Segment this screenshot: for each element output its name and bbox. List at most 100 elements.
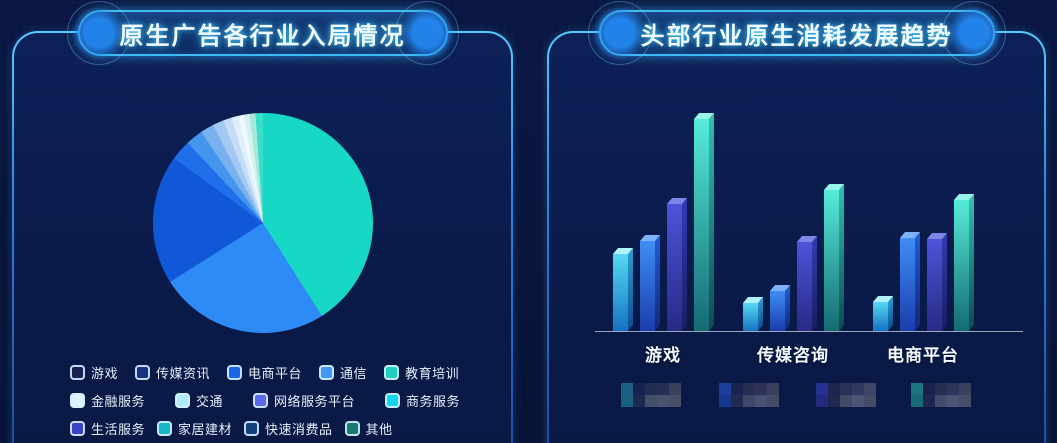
bar-blue-series-游戏[interactable] — [640, 235, 661, 331]
mosaic-pixel — [645, 383, 657, 395]
bar-front-face — [640, 241, 655, 331]
censored-legend-block[interactable] — [719, 383, 779, 407]
pill-endcap-glow-icon — [66, 1, 131, 65]
mosaic-pixel — [864, 383, 876, 395]
mosaic-pixel — [743, 383, 755, 395]
bar-front-face — [694, 119, 709, 331]
page-title-right: 头部行业原生消耗发展趋势 — [640, 22, 953, 50]
bar-side-face — [915, 232, 920, 331]
mosaic-pixel — [816, 395, 828, 407]
mosaic-pixel — [633, 395, 645, 407]
bar-indigo-series-电商平台[interactable] — [927, 233, 948, 331]
bar-cyan-series-游戏[interactable] — [613, 248, 634, 331]
bar-front-face — [824, 190, 839, 331]
bar-front-face — [873, 302, 888, 331]
bar-front-face — [900, 238, 915, 331]
mosaic-pixel — [840, 383, 852, 395]
censored-legend-block[interactable] — [911, 383, 971, 407]
legend-item-传媒资讯[interactable]: 传媒资讯 — [135, 363, 210, 382]
legend-item-label: 教育培训 — [405, 366, 460, 381]
legend-item-电商平台[interactable]: 电商平台 — [227, 363, 302, 382]
censored-legend-block[interactable] — [816, 383, 876, 407]
legend-row: 金融服务 交通 网络服务平台 商务服务 — [70, 391, 490, 410]
legend-item-label: 交通 — [196, 394, 224, 409]
legend-item-生活服务[interactable]: 生活服务 — [70, 419, 145, 438]
mosaic-pixel — [767, 383, 779, 395]
mosaic-pixel — [947, 395, 959, 407]
legend-item-label: 网络服务平台 — [274, 394, 356, 409]
bar-side-face — [888, 296, 893, 331]
legend-item-其他[interactable]: 其他 — [344, 419, 393, 438]
bar-cyan-series-电商平台[interactable] — [873, 296, 894, 331]
panel-consumption-trend: 头部行业原生消耗发展趋势 游戏 传媒咨询 电商平台 — [547, 1, 1046, 443]
mosaic-pixel — [923, 395, 935, 407]
bar-side-face — [969, 194, 974, 331]
bar-teal-series-电商平台[interactable] — [954, 194, 975, 331]
panel-industry-entry: 原生广告各行业入局情况 游戏 传媒资讯 电商平台 通信 教育培训金融服务 交通 网络服务平台… — [12, 1, 513, 443]
legend-item-游戏[interactable]: 游戏 — [70, 363, 118, 382]
legend-item-label: 金融服务 — [91, 394, 146, 409]
legend-swatch-icon — [319, 365, 335, 380]
bar-front-face — [667, 204, 682, 331]
mosaic-pixel — [923, 383, 935, 395]
bar-teal-series-传媒咨询[interactable] — [824, 184, 845, 331]
mosaic-pixel — [657, 395, 669, 407]
legend-swatch-icon — [175, 393, 191, 408]
pie-chart-industry-share[interactable] — [153, 113, 373, 333]
mosaic-pixel — [828, 383, 840, 395]
mosaic-pixel — [852, 383, 864, 395]
bar-front-face — [743, 303, 758, 331]
mosaic-pixel — [645, 395, 657, 407]
bar-side-face — [628, 248, 633, 331]
mosaic-pixel — [719, 383, 731, 395]
legend-row: 生活服务 家居建材 快速消费品 其他 — [70, 419, 490, 438]
legend-item-网络服务平台[interactable]: 网络服务平台 — [253, 391, 355, 410]
pie-legend: 游戏 传媒资讯 电商平台 通信 教育培训金融服务 交通 网络服务平台 商务服务生活服务 家居建材… — [70, 363, 490, 443]
legend-item-label: 通信 — [340, 366, 368, 381]
bar-front-face — [927, 239, 942, 331]
bar-side-face — [655, 235, 660, 331]
category-label-传媒咨询: 传媒咨询 — [757, 346, 829, 365]
bar-side-face — [758, 297, 763, 331]
legend-swatch-icon — [253, 393, 269, 408]
mosaic-pixel — [621, 395, 633, 407]
legend-item-label: 电商平台 — [248, 366, 303, 381]
bar-blue-series-电商平台[interactable] — [900, 232, 921, 331]
mosaic-pixel — [911, 383, 923, 395]
legend-item-金融服务[interactable]: 金融服务 — [70, 391, 145, 410]
mosaic-pixel — [669, 383, 681, 395]
category-label-游戏: 游戏 — [645, 346, 681, 365]
legend-item-家居建材[interactable]: 家居建材 — [157, 419, 232, 438]
legend-swatch-icon — [157, 421, 173, 436]
mosaic-pixel — [935, 383, 947, 395]
legend-item-教育培训[interactable]: 教育培训 — [384, 363, 459, 382]
mosaic-pixel — [743, 395, 755, 407]
legend-item-交通[interactable]: 交通 — [175, 391, 223, 410]
panel-title-pill-left: 原生广告各行业入局情况 — [66, 1, 459, 65]
bar-cyan-series-传媒咨询[interactable] — [743, 297, 764, 331]
legend-item-商务服务[interactable]: 商务服务 — [385, 391, 460, 410]
legend-swatch-icon — [244, 421, 260, 436]
legend-item-快速消费品[interactable]: 快速消费品 — [244, 419, 333, 438]
legend-swatch-icon — [70, 393, 85, 408]
bar-indigo-series-传媒咨询[interactable] — [797, 236, 818, 331]
bar-side-face — [942, 233, 947, 331]
bar-teal-series-游戏[interactable] — [694, 113, 715, 331]
legend-swatch-icon — [385, 393, 401, 408]
mosaic-pixel — [828, 395, 840, 407]
mosaic-pixel — [816, 383, 828, 395]
legend-row: 游戏 传媒资讯 电商平台 通信 教育培训 — [70, 363, 490, 382]
mosaic-pixel — [767, 395, 779, 407]
legend-item-label: 快速消费品 — [265, 422, 333, 437]
legend-swatch-icon — [344, 421, 360, 436]
bar-blue-series-传媒咨询[interactable] — [770, 285, 791, 331]
legend-item-label: 其他 — [365, 422, 393, 437]
mosaic-pixel — [657, 383, 669, 395]
legend-item-通信[interactable]: 通信 — [319, 363, 367, 382]
bar-side-face — [812, 236, 817, 331]
censored-legend-block[interactable] — [621, 383, 681, 407]
mosaic-pixel — [633, 383, 645, 395]
bar-indigo-series-游戏[interactable] — [667, 198, 688, 331]
legend-item-label: 家居建材 — [178, 422, 233, 437]
mosaic-pixel — [852, 395, 864, 407]
